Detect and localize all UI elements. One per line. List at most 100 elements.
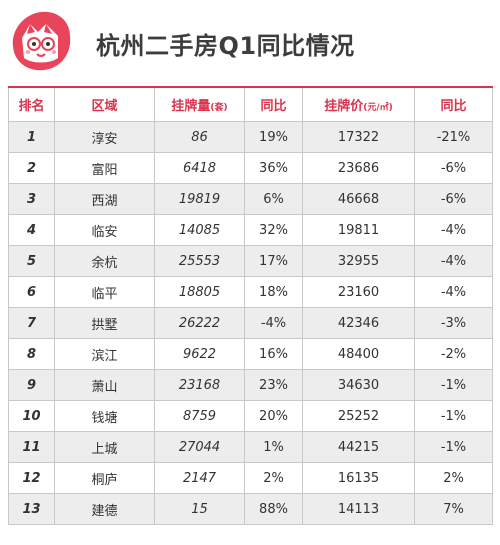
cell-listings-yoy: 23%	[244, 369, 303, 401]
cell-district: 滨江	[54, 338, 155, 370]
cell-listings: 8759	[154, 400, 245, 432]
cell-listings: 25553	[154, 245, 245, 277]
cell-listings-yoy: -4%	[244, 307, 303, 339]
cell-listings-yoy: 18%	[244, 276, 303, 308]
cell-rank: 7	[8, 307, 55, 339]
cell-rank: 9	[8, 369, 55, 401]
cell-price-yoy: -3%	[414, 307, 493, 339]
table-row: 2 富阳 6418 36% 23686 -6%	[8, 152, 493, 184]
cell-price-yoy: -2%	[414, 338, 493, 370]
cell-price: 48400	[302, 338, 415, 370]
header-listings: 挂牌量(套)	[154, 86, 245, 122]
cell-listings-yoy: 6%	[244, 183, 303, 215]
cell-listings-yoy: 2%	[244, 462, 303, 494]
cell-listings: 86	[154, 121, 245, 153]
cell-listings-yoy: 32%	[244, 214, 303, 246]
header-price-yoy: 同比	[414, 86, 493, 122]
table-row: 9 萧山 23168 23% 34630 -1%	[8, 369, 493, 401]
cell-listings: 9622	[154, 338, 245, 370]
cell-price-yoy: -1%	[414, 400, 493, 432]
cell-price-yoy: -1%	[414, 369, 493, 401]
cell-price: 19811	[302, 214, 415, 246]
header-price-unit: (元/㎡)	[363, 103, 393, 113]
header-price: 挂牌价(元/㎡)	[302, 86, 415, 122]
cell-price: 34630	[302, 369, 415, 401]
cell-rank: 10	[8, 400, 55, 432]
table-body: 1 淳安 86 19% 17322 -21% 2 富阳 6418 36% 23686 -6% 3 西湖 19…	[8, 121, 493, 525]
table-row: 13 建德 15 88% 14113 7%	[8, 493, 493, 525]
cell-price: 25252	[302, 400, 415, 432]
table-row: 3 西湖 19819 6% 46668 -6%	[8, 183, 493, 215]
cell-price-yoy: -4%	[414, 276, 493, 308]
table-row: 1 淳安 86 19% 17322 -21%	[8, 121, 493, 153]
cell-price-yoy: -6%	[414, 152, 493, 184]
cell-price-yoy: 2%	[414, 462, 493, 494]
table-row: 4 临安 14085 32% 19811 -4%	[8, 214, 493, 246]
cell-district: 临安	[54, 214, 155, 246]
cell-listings: 6418	[154, 152, 245, 184]
cell-district: 临平	[54, 276, 155, 308]
cell-listings-yoy: 36%	[244, 152, 303, 184]
table-row: 12 桐庐 2147 2% 16135 2%	[8, 462, 493, 494]
cell-rank: 2	[8, 152, 55, 184]
cell-district: 淳安	[54, 121, 155, 153]
cell-rank: 12	[8, 462, 55, 494]
cell-price: 23160	[302, 276, 415, 308]
cell-listings-yoy: 17%	[244, 245, 303, 277]
cell-price: 16135	[302, 462, 415, 494]
cell-rank: 8	[8, 338, 55, 370]
data-table: 排名 区域 挂牌量(套) 同比 挂牌价(元/㎡) 同比 1 淳安 86 19% 1732…	[8, 86, 493, 525]
cell-district: 钱塘	[54, 400, 155, 432]
cell-rank: 3	[8, 183, 55, 215]
cell-rank: 1	[8, 121, 55, 153]
cell-listings: 26222	[154, 307, 245, 339]
table-row: 5 余杭 25553 17% 32955 -4%	[8, 245, 493, 277]
page-title: 杭州二手房Q1同比情况	[96, 32, 355, 60]
cell-listings-yoy: 19%	[244, 121, 303, 153]
cell-price-yoy: 7%	[414, 493, 493, 525]
cell-district: 上城	[54, 431, 155, 463]
cell-district: 桐庐	[54, 462, 155, 494]
cell-rank: 4	[8, 214, 55, 246]
cell-price: 32955	[302, 245, 415, 277]
header-district: 区域	[54, 86, 155, 122]
table-row: 10 钱塘 8759 20% 25252 -1%	[8, 400, 493, 432]
cell-price-yoy: -6%	[414, 183, 493, 215]
cell-district: 西湖	[54, 183, 155, 215]
cell-listings: 2147	[154, 462, 245, 494]
cell-price: 46668	[302, 183, 415, 215]
cell-listings-yoy: 16%	[244, 338, 303, 370]
cell-listings: 27044	[154, 431, 245, 463]
cell-price-yoy: -4%	[414, 245, 493, 277]
table-row: 6 临平 18805 18% 23160 -4%	[8, 276, 493, 308]
table-row: 11 上城 27044 1% 44215 -1%	[8, 431, 493, 463]
header-listings-unit: (套)	[210, 103, 228, 113]
cell-listings: 15	[154, 493, 245, 525]
cell-listings-yoy: 1%	[244, 431, 303, 463]
table-header-row: 排名 区域 挂牌量(套) 同比 挂牌价(元/㎡) 同比	[8, 86, 493, 122]
cell-price: 14113	[302, 493, 415, 525]
table-row: 7 拱墅 26222 -4% 42346 -3%	[8, 307, 493, 339]
cell-district: 拱墅	[54, 307, 155, 339]
cell-rank: 13	[8, 493, 55, 525]
cell-district: 余杭	[54, 245, 155, 277]
header: 杭州二手房Q1同比情况	[0, 0, 500, 80]
cell-price-yoy: -1%	[414, 431, 493, 463]
cell-price-yoy: -21%	[414, 121, 493, 153]
cell-price: 17322	[302, 121, 415, 153]
cell-listings: 19819	[154, 183, 245, 215]
cell-price: 23686	[302, 152, 415, 184]
cell-listings: 23168	[154, 369, 245, 401]
cell-listings-yoy: 88%	[244, 493, 303, 525]
table-row: 8 滨江 9622 16% 48400 -2%	[8, 338, 493, 370]
cell-listings-yoy: 20%	[244, 400, 303, 432]
mascot-logo-icon	[12, 11, 71, 71]
cell-rank: 6	[8, 276, 55, 308]
header-rank: 排名	[8, 86, 55, 122]
cell-price: 44215	[302, 431, 415, 463]
cell-rank: 11	[8, 431, 55, 463]
cell-district: 富阳	[54, 152, 155, 184]
cell-price-yoy: -4%	[414, 214, 493, 246]
cell-rank: 5	[8, 245, 55, 277]
